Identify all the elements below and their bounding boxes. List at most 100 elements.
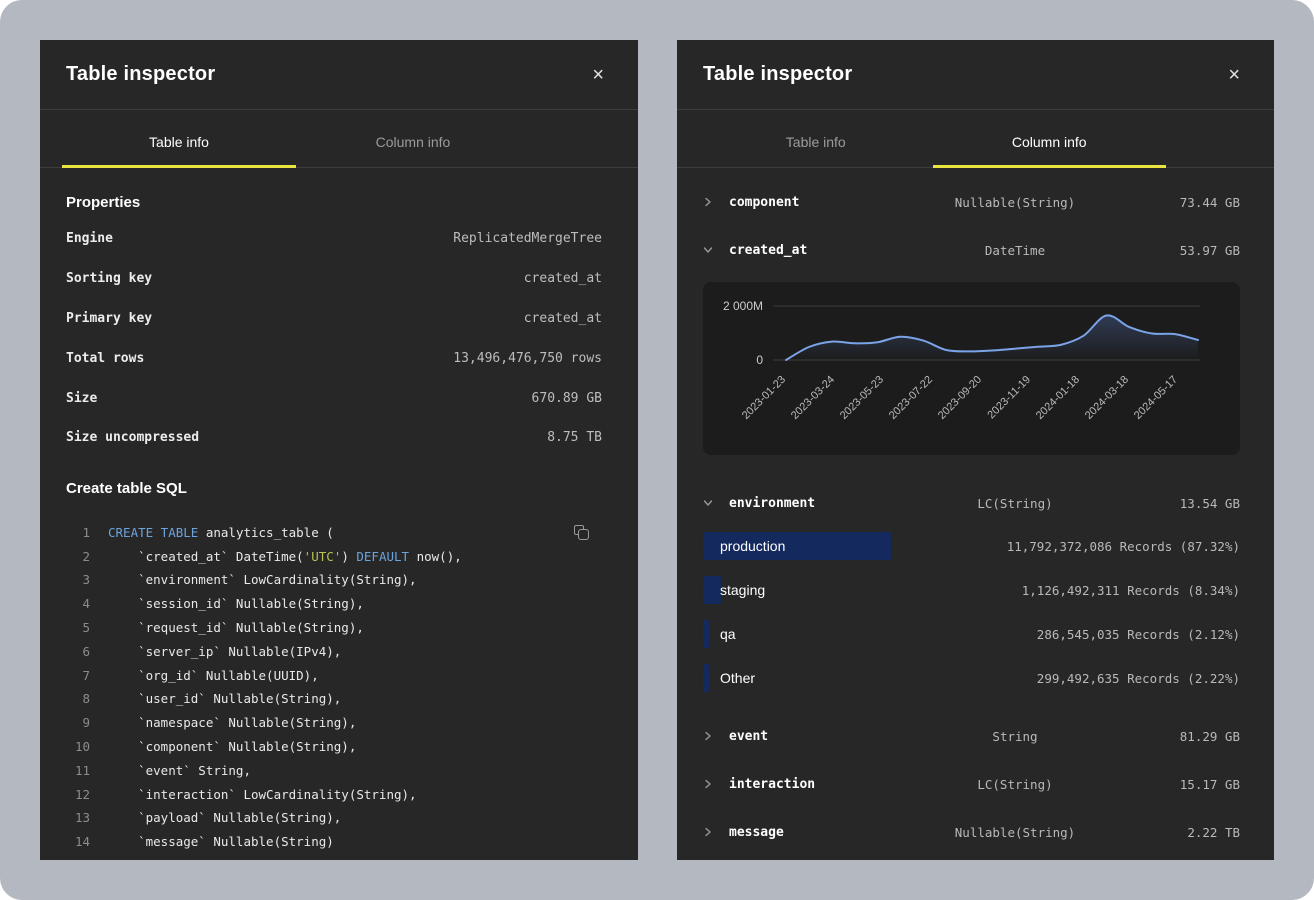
sql-code: ) ENGINE = ReplicatedMergeTree('/clickho…	[108, 854, 605, 860]
sql-line-number: 6	[66, 640, 90, 664]
sql-code: `payload` Nullable(String),	[108, 806, 341, 830]
distribution-row-Other: Other 299,492,635 Records (2.22%)	[703, 664, 1240, 692]
tab-column-info[interactable]: Column info	[296, 116, 530, 167]
column-row-created_at[interactable]: created_atDateTime53.97 GB	[703, 226, 1240, 274]
column-size: 81.29 GB	[1130, 729, 1240, 744]
property-label: Total rows	[66, 351, 144, 366]
sql-token-pl: `created_at` DateTime(	[108, 549, 304, 564]
tab-table-info[interactable]: Table info	[699, 116, 933, 167]
property-value: created_at	[524, 271, 602, 286]
column-size: 2.22 TB	[1130, 825, 1240, 840]
chevron-right-icon	[703, 731, 729, 741]
column-size: 15.17 GB	[1130, 777, 1240, 792]
svg-text:0: 0	[756, 353, 763, 367]
column-row-interaction[interactable]: interactionLC(String)15.17 GB	[703, 760, 1240, 808]
sql-code-block: 1CREATE TABLE analytics_table (2 `create…	[66, 521, 602, 860]
sql-line-number: 3	[66, 568, 90, 592]
chevron-right-icon	[703, 197, 729, 207]
column-name: message	[729, 825, 900, 840]
svg-text:2023-03-24: 2023-03-24	[789, 374, 837, 422]
sql-line: 1CREATE TABLE analytics_table (	[66, 521, 602, 545]
sql-code: `user_id` Nullable(String),	[108, 687, 341, 711]
property-label: Primary key	[66, 311, 152, 326]
property-row: Size670.89 GB	[66, 378, 602, 418]
sql-token-pl: `server_ip` Nullable(IPv4),	[108, 644, 341, 659]
copy-icon-glyph	[574, 525, 589, 540]
tab-bar: Table info Column info	[40, 110, 638, 168]
column-type: DateTime	[900, 243, 1130, 258]
sql-token-kw: DEFAULT	[356, 549, 409, 564]
properties-heading: Properties	[66, 194, 602, 211]
sql-token-pl: `namespace` Nullable(String),	[108, 715, 356, 730]
distribution-label: qa	[703, 626, 736, 642]
svg-text:2023-07-22: 2023-07-22	[887, 374, 935, 422]
create-table-sql-heading: Create table SQL	[66, 480, 602, 497]
sql-line-number: 2	[66, 545, 90, 569]
sql-line-number: 11	[66, 759, 90, 783]
sql-line-number: 13	[66, 806, 90, 830]
sql-token-pl: now(),	[409, 549, 462, 564]
column-info-content: componentNullable(String)73.44 GBcreated…	[677, 168, 1274, 860]
sql-line: 2 `created_at` DateTime('UTC') DEFAULT n…	[66, 545, 602, 569]
property-row: Size uncompressed8.75 TB	[66, 418, 602, 458]
close-icon[interactable]: ×	[1224, 61, 1244, 89]
column-row-component[interactable]: componentNullable(String)73.44 GB	[703, 178, 1240, 226]
value-distribution-list: production11,792,372,086 Records (87.32%…	[703, 532, 1240, 692]
copy-icon[interactable]	[570, 523, 592, 545]
column-row-environment[interactable]: environmentLC(String)13.54 GB	[703, 479, 1240, 527]
svg-text:2023-09-20: 2023-09-20	[936, 374, 984, 422]
column-size: 13.54 GB	[1130, 496, 1240, 511]
column-type: LC(String)	[900, 777, 1130, 792]
sql-line-number: 10	[66, 735, 90, 759]
sql-line: 15) ENGINE = ReplicatedMergeTree('/click…	[66, 854, 602, 860]
sql-token-pl: `user_id` Nullable(String),	[108, 691, 341, 706]
property-label: Sorting key	[66, 271, 152, 286]
property-value: created_at	[524, 311, 602, 326]
sql-token-str: '/clickhouse/tables/{uuid}/{shard}'	[341, 858, 604, 860]
svg-text:2023-01-23: 2023-01-23	[740, 374, 788, 422]
chevron-right-icon	[703, 779, 729, 789]
distribution-row-qa: qa286,545,035 Records (2.12%)	[703, 620, 1240, 648]
sql-line-number: 7	[66, 664, 90, 688]
sql-line: 5 `request_id` Nullable(String),	[66, 616, 602, 640]
column-row-message[interactable]: messageNullable(String)2.22 TB	[703, 808, 1240, 856]
tab-table-info[interactable]: Table info	[62, 116, 296, 167]
property-label: Engine	[66, 231, 113, 246]
properties-list: EngineReplicatedMergeTreeSorting keycrea…	[66, 219, 602, 458]
sql-lines: 1CREATE TABLE analytics_table (2 `create…	[66, 521, 602, 860]
column-name: environment	[729, 496, 900, 511]
column-size: 53.97 GB	[1130, 243, 1240, 258]
distribution-label: production	[703, 538, 785, 554]
tab-column-info[interactable]: Column info	[933, 116, 1167, 167]
sql-code: `org_id` Nullable(UUID),	[108, 664, 319, 688]
svg-text:2024-01-18: 2024-01-18	[1034, 374, 1082, 422]
svg-text:2024-03-18: 2024-03-18	[1083, 374, 1131, 422]
chevron-right-icon	[703, 827, 729, 837]
column-row-event[interactable]: eventString81.29 GB	[703, 712, 1240, 760]
chevron-down-icon	[703, 498, 729, 508]
sql-line: 8 `user_id` Nullable(String),	[66, 687, 602, 711]
sql-line: 11 `event` String,	[66, 759, 602, 783]
sql-token-pl: `request_id` Nullable(String),	[108, 620, 364, 635]
sql-code: `namespace` Nullable(String),	[108, 711, 356, 735]
sql-line: 7 `org_id` Nullable(UUID),	[66, 664, 602, 688]
distribution-label: Other	[703, 670, 755, 686]
distribution-records: 299,492,635 Records (2.22%)	[1037, 671, 1240, 686]
table-inspector-modal-left: Table inspector × Table info Column info…	[40, 40, 638, 860]
time-series-chart: 2 000M02023-01-232023-03-242023-05-23202…	[703, 282, 1213, 455]
sql-token-pl: `org_id` Nullable(UUID),	[108, 668, 319, 683]
sql-code: `created_at` DateTime('UTC') DEFAULT now…	[108, 545, 462, 569]
sql-token-pl: `component` Nullable(String),	[108, 739, 356, 754]
sql-token-pl: = ReplicatedMergeTree(	[168, 858, 341, 860]
sql-code: `message` Nullable(String)	[108, 830, 334, 854]
svg-text:2 000M: 2 000M	[723, 299, 763, 313]
sql-line-number: 9	[66, 711, 90, 735]
column-name: interaction	[729, 777, 900, 792]
sql-token-pl: `payload` Nullable(String),	[108, 810, 341, 825]
property-row: Sorting key created_at	[66, 259, 602, 299]
sql-line: 9 `namespace` Nullable(String),	[66, 711, 602, 735]
column-name: created_at	[729, 243, 900, 258]
sql-line: 13 `payload` Nullable(String),	[66, 806, 602, 830]
close-icon[interactable]: ×	[588, 61, 608, 89]
column-size: 73.44 GB	[1130, 195, 1240, 210]
